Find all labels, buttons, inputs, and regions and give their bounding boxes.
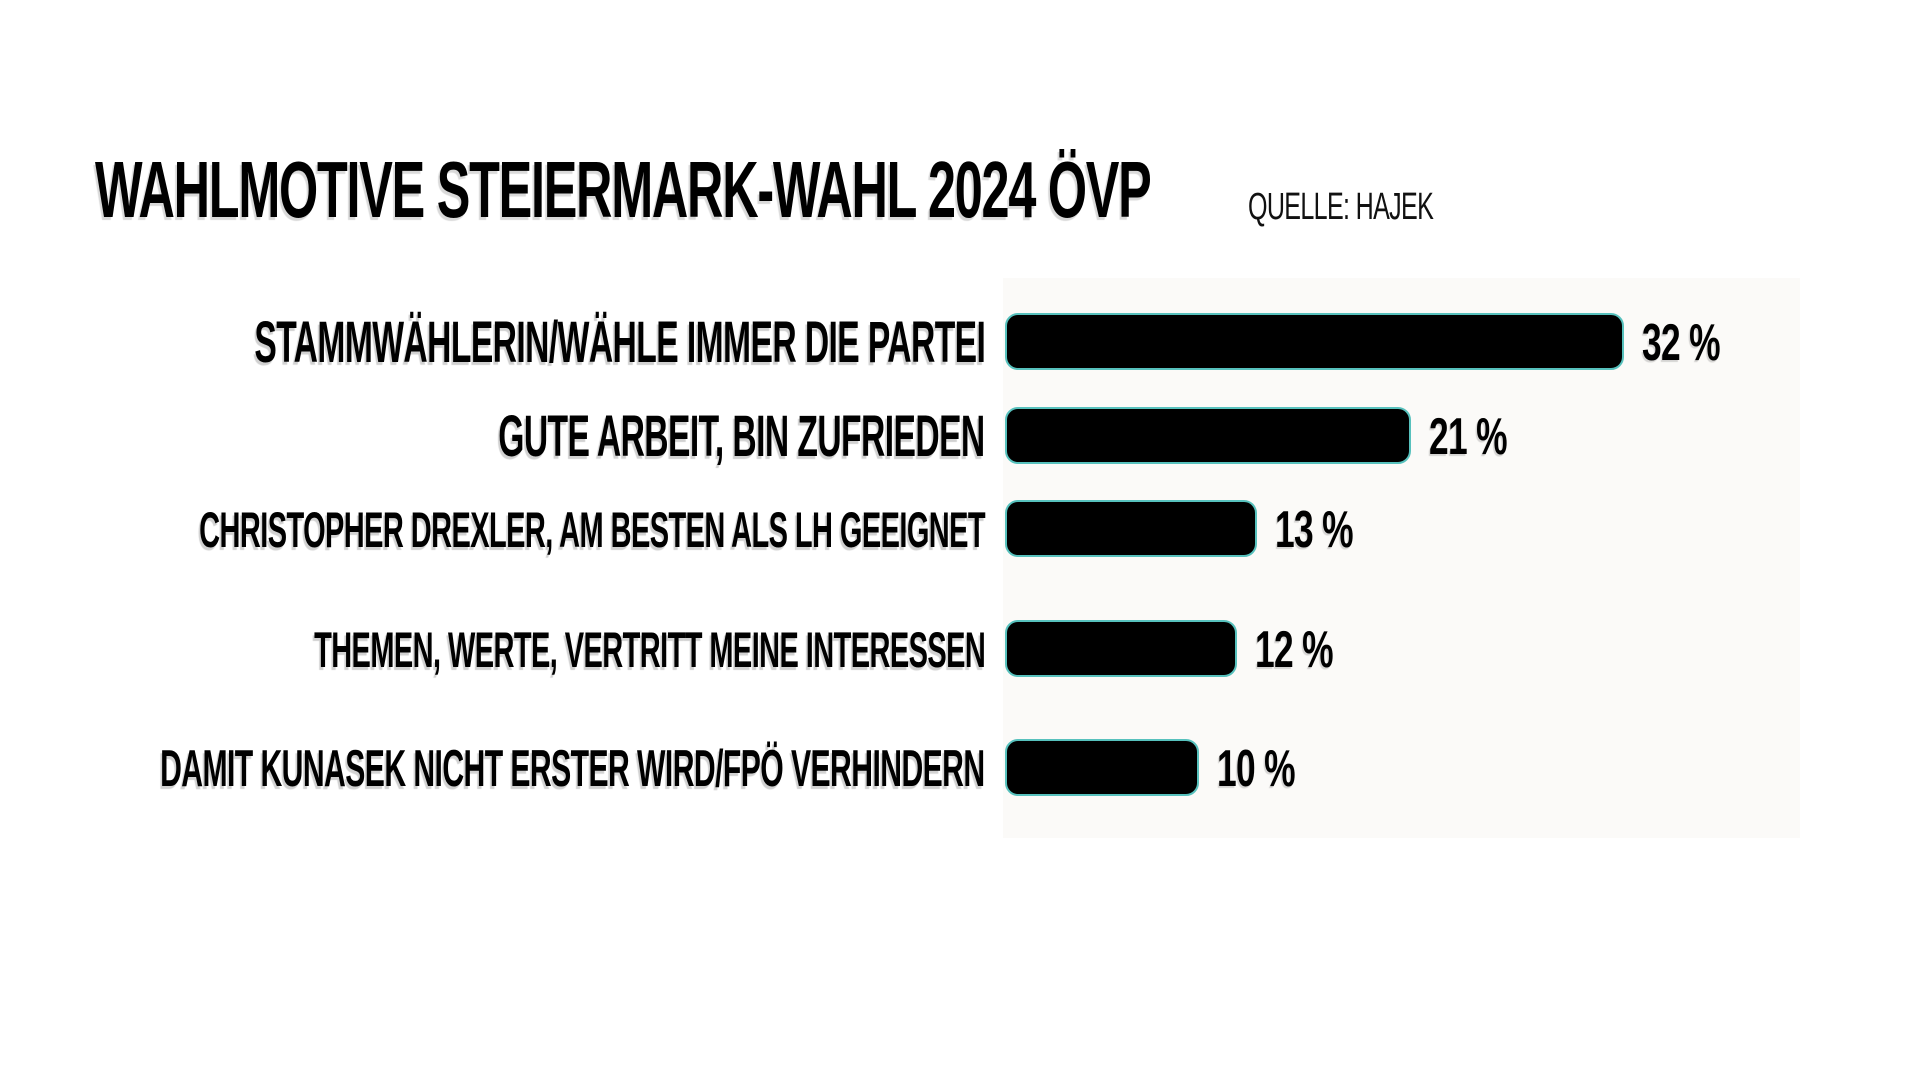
value-label: 13 % xyxy=(1275,500,1354,559)
category-label: STAMMWÄHLERIN/WÄHLE IMMER DIE PARTEI xyxy=(254,309,986,375)
bar xyxy=(1005,313,1624,370)
bar xyxy=(1005,620,1237,677)
value-label: 32 % xyxy=(1642,313,1721,372)
value-label: 12 % xyxy=(1255,620,1334,679)
value-label: 21 % xyxy=(1429,407,1508,466)
value-label: 10 % xyxy=(1217,739,1296,798)
category-label: DAMIT KUNASEK NICHT ERSTER WIRD/FPÖ VERH… xyxy=(160,739,985,798)
source-label: QUELLE: HAJEK xyxy=(1248,186,1434,228)
category-label: THEMEN, WERTE, VERTRITT MEINE INTERESSEN xyxy=(313,621,986,678)
category-label: CHRISTOPHER DREXLER, AM BESTEN ALS LH GE… xyxy=(199,501,986,558)
bar xyxy=(1005,407,1411,464)
bar xyxy=(1005,500,1257,557)
bar xyxy=(1005,739,1199,796)
category-label: GUTE ARBEIT, BIN ZUFRIEDEN xyxy=(498,403,986,469)
chart-title: WAHLMOTIVE STEIERMARK-WAHL 2024 ÖVP xyxy=(95,145,1152,234)
